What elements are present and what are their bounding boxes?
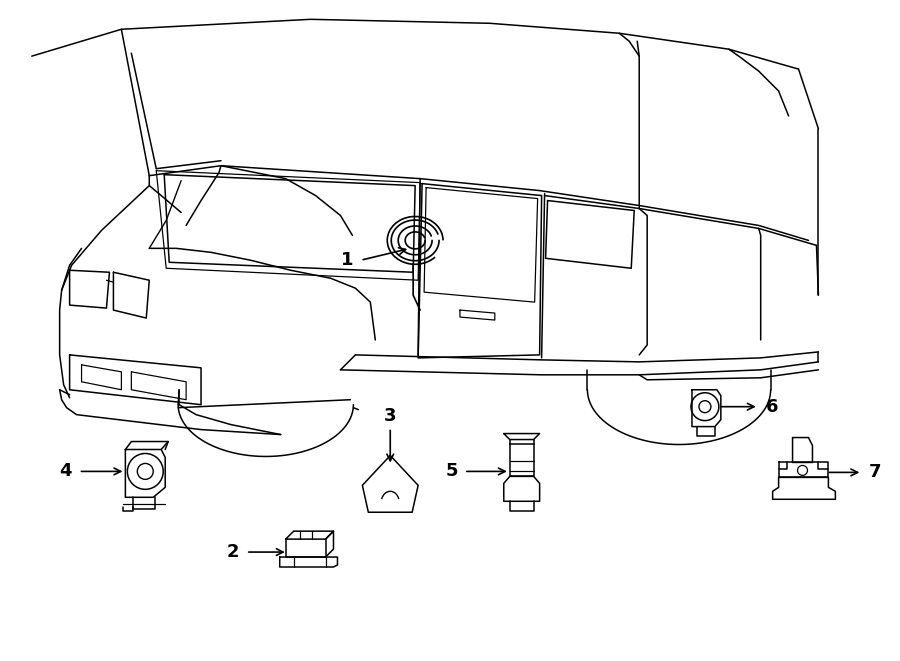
Circle shape bbox=[699, 401, 711, 412]
Text: 7: 7 bbox=[869, 463, 881, 481]
Text: 4: 4 bbox=[59, 463, 72, 481]
Text: 1: 1 bbox=[341, 251, 354, 269]
Circle shape bbox=[128, 453, 163, 489]
Circle shape bbox=[138, 463, 153, 479]
Text: 2: 2 bbox=[227, 543, 239, 561]
Circle shape bbox=[797, 465, 807, 475]
Circle shape bbox=[691, 393, 719, 420]
Text: 3: 3 bbox=[384, 407, 397, 424]
Text: 6: 6 bbox=[765, 398, 778, 416]
Text: 5: 5 bbox=[446, 463, 458, 481]
